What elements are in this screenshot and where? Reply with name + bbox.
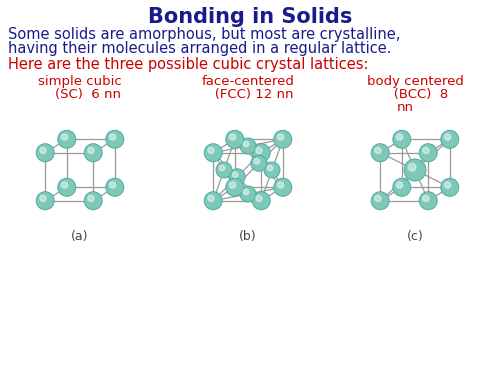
Circle shape [396,182,402,188]
Circle shape [423,195,429,202]
Circle shape [40,195,46,202]
Circle shape [110,182,116,188]
Text: simple cubic: simple cubic [38,75,122,88]
Circle shape [243,141,249,147]
Circle shape [274,178,292,196]
Circle shape [441,130,459,148]
Circle shape [256,195,262,202]
Circle shape [84,144,102,162]
Circle shape [58,130,76,148]
Text: (SC)  6 nn: (SC) 6 nn [38,88,121,101]
Circle shape [226,178,244,196]
Text: face-centered: face-centered [202,75,294,88]
Text: (c): (c) [406,230,424,243]
Circle shape [375,147,381,154]
Circle shape [419,144,437,162]
Circle shape [264,162,280,178]
Circle shape [243,189,249,195]
Circle shape [375,195,381,202]
Circle shape [40,147,46,154]
Circle shape [252,144,270,162]
Circle shape [278,134,283,140]
Text: body centered: body centered [366,75,464,88]
Circle shape [230,182,235,188]
Text: (b): (b) [239,230,257,243]
Text: nn: nn [396,101,413,114]
Circle shape [423,147,429,154]
Circle shape [274,130,292,148]
Text: (a): (a) [72,230,89,243]
Circle shape [219,165,225,171]
Circle shape [240,138,256,154]
Circle shape [444,182,450,188]
Circle shape [256,147,262,154]
Text: Bonding in Solids: Bonding in Solids [148,7,352,27]
Circle shape [88,195,94,202]
Circle shape [267,165,273,171]
Circle shape [371,192,389,210]
Circle shape [393,130,411,148]
Circle shape [404,159,426,181]
Circle shape [204,192,222,210]
Circle shape [393,178,411,196]
Circle shape [106,178,124,196]
Circle shape [106,130,124,148]
Circle shape [204,144,222,162]
Text: (FCC) 12 nn: (FCC) 12 nn [202,88,294,101]
Circle shape [230,134,235,140]
Circle shape [232,172,238,177]
Circle shape [251,155,267,171]
Circle shape [441,178,459,196]
Circle shape [62,182,68,188]
Circle shape [208,147,214,154]
Circle shape [62,134,68,140]
Text: having their molecules arranged in a regular lattice.: having their molecules arranged in a reg… [8,41,392,56]
Circle shape [58,178,76,196]
Circle shape [408,164,416,171]
Circle shape [240,186,256,202]
Circle shape [226,130,244,148]
Circle shape [110,134,116,140]
Circle shape [208,195,214,202]
Circle shape [254,159,260,164]
Circle shape [252,192,270,210]
Circle shape [419,192,437,210]
Circle shape [36,144,54,162]
Circle shape [36,192,54,210]
Circle shape [229,169,245,185]
Circle shape [88,147,94,154]
Text: Here are the three possible cubic crystal lattices:: Here are the three possible cubic crysta… [8,57,368,72]
Circle shape [444,134,450,140]
Circle shape [84,192,102,210]
Circle shape [371,144,389,162]
Text: Some solids are amorphous, but most are crystalline,: Some solids are amorphous, but most are … [8,27,400,42]
Text: (BCC)  8: (BCC) 8 [382,88,448,101]
Circle shape [278,182,283,188]
Circle shape [396,134,402,140]
Circle shape [216,162,232,178]
